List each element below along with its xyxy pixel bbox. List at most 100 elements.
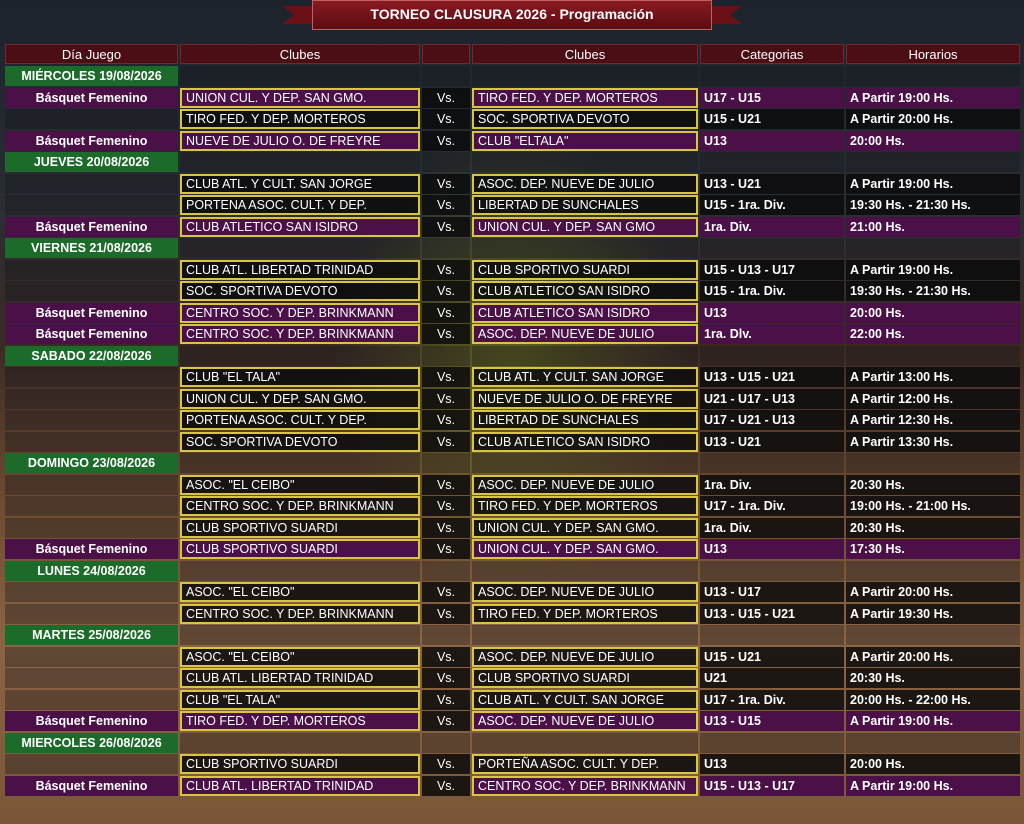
versus: Vs. <box>422 754 470 774</box>
versus: Vs. <box>422 410 470 430</box>
away-club: UNION CUL. Y DEP. SAN GMO. <box>472 539 698 559</box>
time: 20:00 Hs. <box>846 754 1020 774</box>
division: Básquet Femenino <box>5 711 178 731</box>
away-club: ASOC. DEP. NUEVE DE JULIO <box>472 582 698 602</box>
empty-cell <box>5 388 178 409</box>
column-header: Día Juego <box>5 44 178 64</box>
empty-cell <box>700 560 844 581</box>
home-club: CENTRO SOC. Y DEP. BRINKMANN <box>180 324 420 344</box>
away-club: CLUB ATL. Y CULT. SAN JORGE <box>472 689 698 710</box>
versus: Vs. <box>422 367 470 387</box>
time: 20:00 Hs. <box>846 302 1020 323</box>
time: A Partir 19:00 Hs. <box>846 173 1020 194</box>
versus: Vs. <box>422 517 470 538</box>
empty-cell <box>846 453 1020 473</box>
category: U17 - U15 <box>700 87 844 108</box>
home-club: CLUB ATL. Y CULT. SAN JORGE <box>180 173 420 194</box>
away-club: LIBERTAD DE SUNCHALES <box>472 195 698 215</box>
category: U13 - U15 - U21 <box>700 367 844 387</box>
versus: Vs. <box>422 302 470 323</box>
empty-cell <box>5 367 178 387</box>
empty-cell <box>422 453 470 473</box>
empty-cell <box>5 668 178 688</box>
category: 1ra. Dlv. <box>700 324 844 344</box>
home-club: CLUB ATL. LIBERTAD TRINIDAD <box>180 775 420 796</box>
time: 19:30 Hs. - 21:30 Hs. <box>846 195 1020 215</box>
versus: Vs. <box>422 474 470 495</box>
time: 21:00 Hs. <box>846 216 1020 237</box>
day-label: VIERNES 21/08/2026 <box>5 238 178 258</box>
category: U15 - U13 - U17 <box>700 775 844 796</box>
empty-cell <box>846 625 1020 645</box>
day-label: JUEVES 20/08/2026 <box>5 152 178 172</box>
away-club: NUEVE DE JULIO O. DE FREYRE <box>472 388 698 409</box>
category: U21 - U17 - U13 <box>700 388 844 409</box>
time: 22:00 Hs. <box>846 324 1020 344</box>
empty-cell <box>180 66 420 86</box>
away-club: CLUB ATL. Y CULT. SAN JORGE <box>472 367 698 387</box>
home-club: CLUB ATLETICO SAN ISIDRO <box>180 216 420 237</box>
category: U15 - U21 <box>700 109 844 129</box>
home-club: CLUB SPORTIVO SUARDI <box>180 754 420 774</box>
time: 20:00 Hs. - 22:00 Hs. <box>846 689 1020 710</box>
title-banner: TORNEO CLAUSURA 2026 - Programación <box>282 0 742 30</box>
category: 1ra. Div. <box>700 517 844 538</box>
away-club: TIRO FED. Y DEP. MORTEROS <box>472 496 698 516</box>
empty-cell <box>5 195 178 215</box>
home-club: SOC. SPORTIVA DEVOTO <box>180 281 420 301</box>
column-header: Clubes <box>180 44 420 64</box>
category: U13 - U21 <box>700 173 844 194</box>
home-club: ASOC. "EL CEIBO" <box>180 474 420 495</box>
home-club: ASOC. "EL CEIBO" <box>180 646 420 667</box>
home-club: CLUB SPORTIVO SUARDI <box>180 539 420 559</box>
empty-cell <box>422 732 470 753</box>
empty-cell <box>846 238 1020 258</box>
time: A Partir 19:30 Hs. <box>846 603 1020 624</box>
empty-cell <box>5 431 178 452</box>
empty-cell <box>472 625 698 645</box>
time: 17:30 Hs. <box>846 539 1020 559</box>
home-club: CENTRO SOC. Y DEP. BRINKMANN <box>180 603 420 624</box>
home-club: SOC. SPORTIVA DEVOTO <box>180 431 420 452</box>
column-header <box>422 44 470 64</box>
empty-cell <box>5 646 178 667</box>
time: 20:30 Hs. <box>846 668 1020 688</box>
time: A Partir 20:00 Hs. <box>846 109 1020 129</box>
empty-cell <box>422 345 470 366</box>
category: U13 <box>700 302 844 323</box>
away-club: ASOC. DEP. NUEVE DE JULIO <box>472 324 698 344</box>
day-label: DOMINGO 23/08/2026 <box>5 453 178 473</box>
empty-cell <box>472 345 698 366</box>
empty-cell <box>846 560 1020 581</box>
category: 1ra. Div. <box>700 216 844 237</box>
versus: Vs. <box>422 646 470 667</box>
time: 20:30 Hs. <box>846 517 1020 538</box>
away-club: CLUB ATLETICO SAN ISIDRO <box>472 302 698 323</box>
versus: Vs. <box>422 496 470 516</box>
home-club: TIRO FED. Y DEP. MORTEROS <box>180 109 420 129</box>
home-club: PORTENA ASOC. CULT. Y DEP. <box>180 195 420 215</box>
time: A Partir 19:00 Hs. <box>846 259 1020 280</box>
time: A Partir 12:30 Hs. <box>846 410 1020 430</box>
versus: Vs. <box>422 173 470 194</box>
away-club: CLUB ATLETICO SAN ISIDRO <box>472 281 698 301</box>
away-club: CLUB SPORTIVO SUARDI <box>472 259 698 280</box>
empty-cell <box>180 152 420 172</box>
empty-cell <box>700 345 844 366</box>
time: A Partir 20:00 Hs. <box>846 582 1020 602</box>
empty-cell <box>472 152 698 172</box>
empty-cell <box>422 560 470 581</box>
versus: Vs. <box>422 711 470 731</box>
away-club: TIRO FED. Y DEP. MORTEROS <box>472 603 698 624</box>
versus: Vs. <box>422 259 470 280</box>
division: Básquet Femenino <box>5 216 178 237</box>
category: U13 <box>700 539 844 559</box>
division: Básquet Femenino <box>5 302 178 323</box>
day-label: MARTES 25/08/2026 <box>5 625 178 645</box>
versus: Vs. <box>422 689 470 710</box>
empty-cell <box>422 152 470 172</box>
column-header: Clubes <box>472 44 698 64</box>
category: U13 - U15 <box>700 711 844 731</box>
time: 20:00 Hs. <box>846 130 1020 151</box>
empty-cell <box>180 732 420 753</box>
